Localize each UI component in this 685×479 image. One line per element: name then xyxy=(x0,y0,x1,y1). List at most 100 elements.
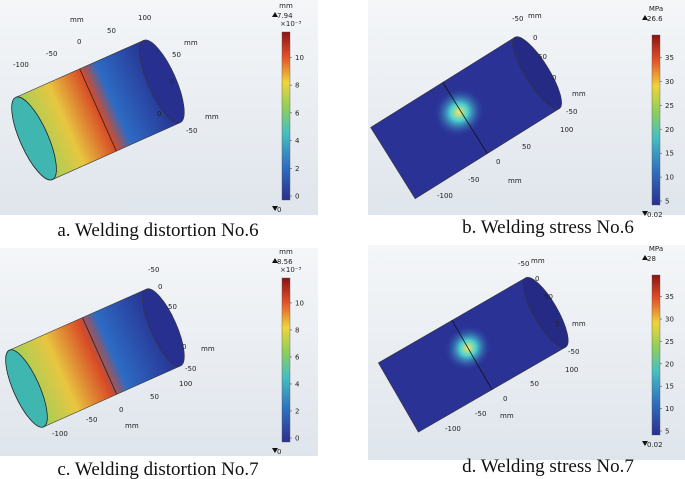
axis-label: -100 xyxy=(445,425,461,433)
axis-label: -50 xyxy=(568,348,579,356)
min-label: 0.02 xyxy=(647,211,663,219)
colorbar-tick-label: 30 xyxy=(665,78,674,86)
panel-c-image xyxy=(0,248,318,456)
colorbar-tick-label: 4 xyxy=(295,137,300,145)
axis-label: mm xyxy=(528,12,542,20)
exponent: ×10⁻³ xyxy=(280,266,301,274)
max-label: 28 xyxy=(647,255,656,263)
colorbar-tick-label: 4 xyxy=(295,380,300,388)
colorbar-tick-label: 10 xyxy=(295,54,304,62)
axis-label: 100 xyxy=(565,366,578,374)
max-marker xyxy=(642,255,648,260)
axis-label: -50 xyxy=(185,365,196,373)
max-marker xyxy=(642,15,648,20)
axis-label: mm xyxy=(572,90,586,98)
axis-label: 50 xyxy=(150,393,159,401)
min-label: 0 xyxy=(277,448,281,456)
colorbar-tick-label: 15 xyxy=(665,383,674,391)
min-label: 0.02 xyxy=(647,441,663,449)
colorbar-tick-label: 6 xyxy=(295,109,300,117)
axis-label: 0 xyxy=(552,74,556,82)
axis-label: mm xyxy=(184,39,198,47)
min-marker xyxy=(272,448,278,453)
axis-label: 0 xyxy=(533,34,537,42)
axis-label: -50 xyxy=(468,176,479,184)
colorbar-unit: MPa xyxy=(649,245,663,253)
colorbar-tick-label: 10 xyxy=(665,174,674,182)
axis-label: mm xyxy=(205,113,219,121)
caption: a. Welding distortion No.6 xyxy=(57,220,258,241)
colorbar-tick-label: 20 xyxy=(665,126,674,134)
colorbar-tick-label: 5 xyxy=(665,198,669,206)
colorbar-tick-label: 5 xyxy=(665,428,669,436)
axis-label: 0 xyxy=(555,320,559,328)
axis-label: 100 xyxy=(138,14,151,22)
axis-label: 50 xyxy=(544,293,553,301)
panel-a-image xyxy=(0,0,318,215)
max-marker xyxy=(272,12,278,17)
axis-label: 0 xyxy=(77,38,81,46)
panel-b-image xyxy=(368,0,685,215)
colorbar xyxy=(651,34,661,206)
axis-label: 0 xyxy=(158,283,162,291)
colorbar-unit: MPa xyxy=(649,5,663,13)
axis-label: 100 xyxy=(560,126,573,134)
colorbar-tick-label: 8 xyxy=(295,326,299,334)
axis-label: 50 xyxy=(538,53,547,61)
caption: c. Welding distortion No.7 xyxy=(57,459,258,479)
min-marker xyxy=(642,211,648,216)
axis-label: -50 xyxy=(518,260,529,268)
colorbar-tick-label: 0 xyxy=(295,435,299,443)
axis-label: -50 xyxy=(186,127,197,135)
colorbar-tick-label: 0 xyxy=(295,193,299,201)
colorbar xyxy=(281,277,291,443)
axis-label: 100 xyxy=(179,380,192,388)
colorbar-tick-label: 35 xyxy=(665,54,674,62)
colorbar-tick-label: 10 xyxy=(665,405,674,413)
colorbar xyxy=(651,274,661,436)
colorbar-unit: mm xyxy=(279,248,293,256)
colorbar-unit: mm xyxy=(279,2,293,10)
axis-label: -50 xyxy=(475,410,486,418)
axis-label: mm xyxy=(500,412,514,420)
axis-label: -100 xyxy=(13,61,29,69)
colorbar xyxy=(281,31,291,201)
axis-label: mm xyxy=(531,257,545,265)
axis-label: mm xyxy=(572,320,586,328)
max-label: 8.56 xyxy=(277,258,293,266)
axis-label: 0 xyxy=(182,343,186,351)
axis-label: mm xyxy=(70,16,84,24)
axis-label: -50 xyxy=(86,416,97,424)
colorbar-tick-label: 25 xyxy=(665,338,674,346)
axis-label: 0 xyxy=(503,395,507,403)
max-marker xyxy=(272,258,278,263)
min-marker xyxy=(642,441,648,446)
colorbar-tick-label: 8 xyxy=(295,82,299,90)
axis-label: 0 xyxy=(119,406,123,414)
axis-label: 0 xyxy=(535,275,539,283)
min-label: 0 xyxy=(277,206,281,214)
axis-label: mm xyxy=(508,177,522,185)
caption: d. Welding stress No.7 xyxy=(462,456,634,477)
colorbar-tick-label: 15 xyxy=(665,150,674,158)
axis-label: -100 xyxy=(52,430,68,438)
caption: b. Welding stress No.6 xyxy=(462,217,634,238)
axis-label: 0 xyxy=(170,78,174,86)
axis-label: 50 xyxy=(522,143,531,151)
axis-label: 50 xyxy=(107,27,116,35)
axis-label: 50 xyxy=(168,303,177,311)
axis-label: mm xyxy=(125,422,139,430)
max-label: 26.6 xyxy=(647,15,663,23)
colorbar-tick-label: 25 xyxy=(665,102,674,110)
panel-d-image xyxy=(368,245,685,460)
axis-label: 0 xyxy=(157,110,161,118)
axis-label: 50 xyxy=(172,51,181,59)
min-marker xyxy=(272,206,278,211)
colorbar-tick-label: 6 xyxy=(295,353,300,361)
axis-label: -50 xyxy=(46,50,57,58)
axis-label: 50 xyxy=(530,380,539,388)
exponent: ×10⁻³ xyxy=(280,20,301,28)
colorbar-tick-label: 35 xyxy=(665,293,674,301)
axis-label: mm xyxy=(201,345,215,353)
